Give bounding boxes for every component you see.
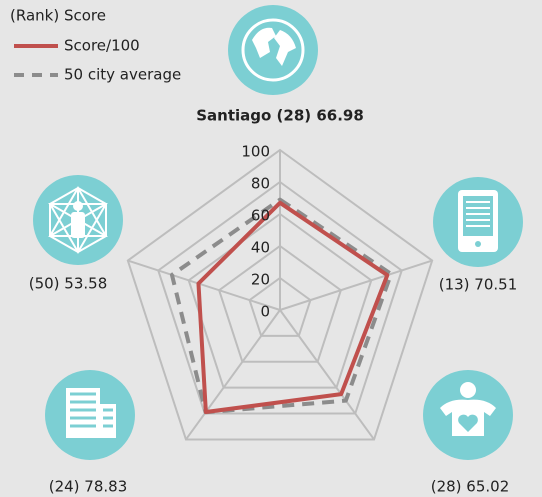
- tick-label: 40: [251, 239, 270, 257]
- tick-label: 100: [241, 143, 270, 161]
- axis-label: (13) 70.51: [439, 276, 518, 294]
- axis-label: (28) 65.02: [431, 478, 510, 496]
- icon-globe: [228, 5, 318, 95]
- tick-label: 0: [260, 303, 270, 321]
- spoke: [127, 259, 281, 311]
- tick-label: 80: [251, 175, 270, 193]
- legend-label: 50 city average: [64, 66, 181, 84]
- grid-line: [248, 276, 312, 337]
- grid-line: [157, 180, 403, 415]
- grid-line: [187, 212, 373, 389]
- grid-line: [217, 244, 343, 363]
- axis-label: Santiago (28) 66.98: [196, 107, 364, 125]
- grid-line: [126, 148, 434, 441]
- axis-label: (50) 53.58: [29, 275, 108, 293]
- icon-heart: [423, 370, 513, 460]
- spoke: [279, 309, 375, 441]
- series-line: [196, 200, 390, 415]
- spoke: [279, 259, 433, 311]
- tick-label: 20: [251, 271, 270, 289]
- series-line: [169, 197, 394, 415]
- icon-building: [45, 370, 135, 460]
- legend-title: (Rank) Score: [10, 7, 106, 25]
- spoke: [185, 309, 281, 441]
- icon-tablet: [433, 177, 523, 267]
- tick-label: 60: [251, 207, 270, 225]
- icon-network: [33, 175, 123, 265]
- legend-label: Score/100: [64, 37, 140, 55]
- axis-label: (24) 78.83: [49, 478, 128, 496]
